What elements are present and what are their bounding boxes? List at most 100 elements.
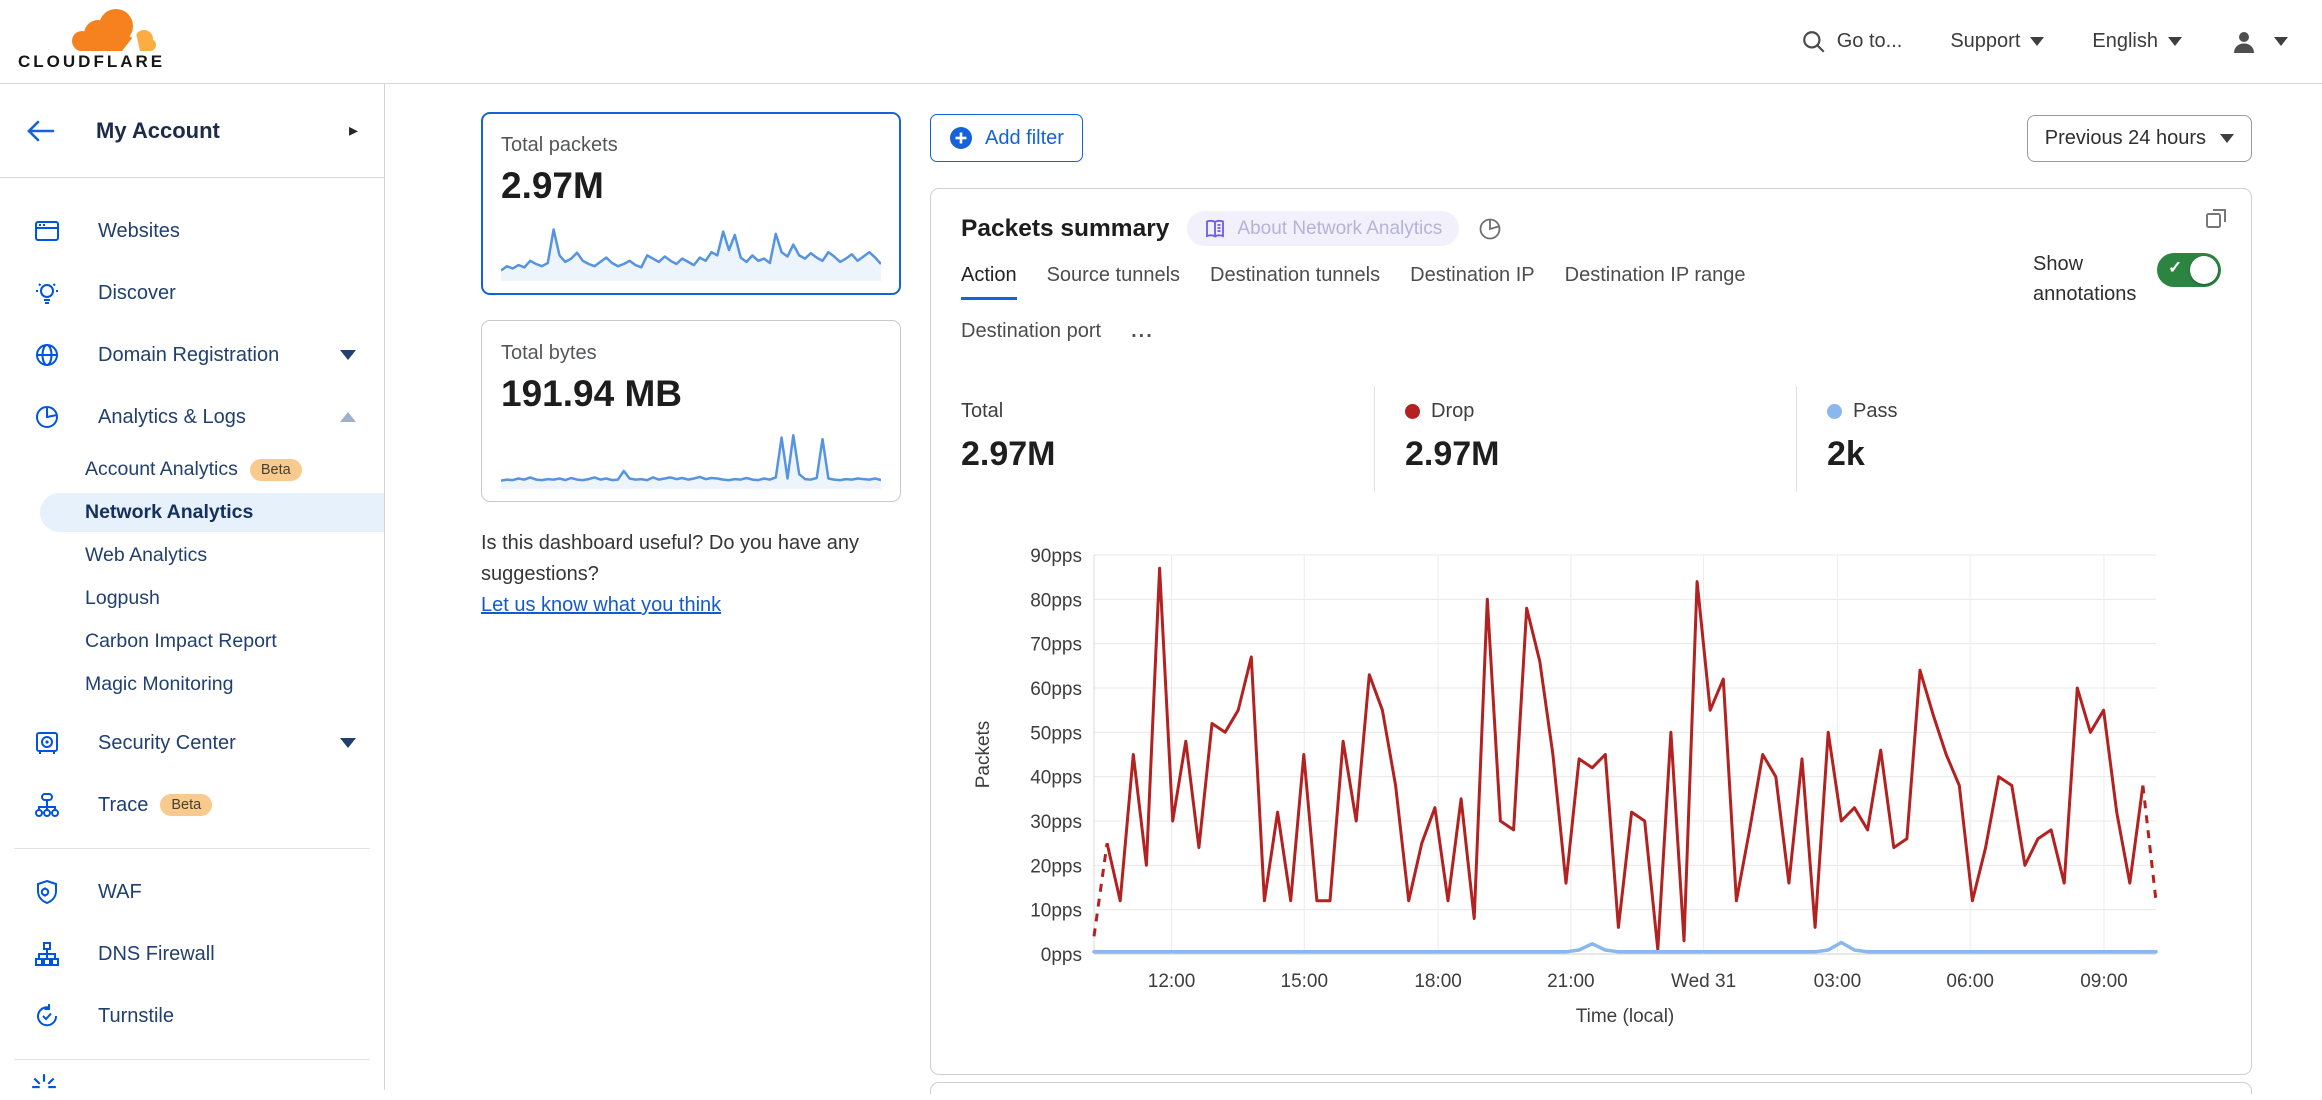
sidebar-divider: [14, 848, 370, 849]
subnav-web-analytics[interactable]: Web Analytics: [0, 534, 384, 577]
subnav-carbon-impact-report[interactable]: Carbon Impact Report: [0, 620, 384, 663]
total-packets-value: 2.97M: [501, 165, 604, 206]
tab-action[interactable]: Action: [961, 264, 1017, 300]
about-network-analytics-badge[interactable]: About Network Analytics: [1187, 211, 1460, 246]
sidebar-divider: [14, 1059, 370, 1060]
tabs-overflow-button[interactable]: ...: [1131, 320, 1154, 342]
subnav-label: Network Analytics: [85, 501, 254, 523]
support-menu[interactable]: Support: [1950, 30, 2045, 53]
chevron-down-icon: [340, 350, 356, 360]
svg-text:18:00: 18:00: [1414, 971, 1462, 992]
packets-summary-panel: Packets summary About Network Analytics …: [930, 188, 2252, 1075]
lightbulb-icon: [36, 283, 58, 304]
sidebar-item-analytics-logs[interactable]: Analytics & Logs: [0, 386, 384, 448]
history-pie-icon[interactable]: [1477, 216, 1503, 242]
svg-text:Time (local): Time (local): [1576, 1006, 1675, 1027]
sidebar-item-dns-firewall[interactable]: DNS Firewall: [0, 923, 384, 985]
stat-pass[interactable]: Pass 2k: [1796, 386, 2251, 492]
globe-icon: [36, 344, 58, 366]
stat-total-label: Total: [961, 400, 1004, 422]
selected-pill: [40, 493, 384, 532]
sidebar-item-discover[interactable]: Discover: [0, 262, 384, 324]
subnav-account-analytics[interactable]: Account Analytics Beta: [0, 448, 384, 491]
panel-header: Packets summary About Network Analytics: [931, 189, 2251, 246]
svg-text:70pps: 70pps: [1030, 635, 1082, 656]
about-badge-label: About Network Analytics: [1237, 217, 1443, 239]
clipped-nav-icon: [32, 1074, 56, 1089]
stat-drop[interactable]: Drop 2.97M: [1374, 386, 1796, 492]
check-icon: ✓: [2168, 258, 2183, 277]
next-panel-stub: [930, 1082, 2252, 1094]
sidebar-nav: Websites Discover Domain Registration An…: [0, 178, 384, 1060]
account-header: My Account ▸: [0, 84, 384, 178]
stat-pass-label: Pass: [1853, 400, 1898, 422]
sidebar-item-turnstile[interactable]: Turnstile: [0, 985, 384, 1047]
tab-destination-tunnels[interactable]: Destination tunnels: [1210, 264, 1381, 286]
svg-text:15:00: 15:00: [1281, 971, 1329, 992]
stat-drop-value: 2.97M: [1405, 435, 1500, 473]
cloudflare-cloud-icon: [72, 8, 156, 51]
add-filter-button[interactable]: Add filter: [930, 114, 1083, 162]
sidebar: My Account ▸ Websites Discover Domain Re…: [0, 84, 385, 1090]
subnav-label: Magic Monitoring: [85, 673, 234, 695]
show-annotations-control: Show annotations ✓: [2033, 249, 2221, 309]
total-bytes-card[interactable]: Total bytes 191.94 MB: [481, 320, 901, 502]
total-bytes-sparkline: [500, 425, 882, 489]
analytics-subnav: Account Analytics Beta Network Analytics…: [0, 448, 384, 706]
book-icon: [1206, 219, 1225, 238]
subnav-label: Logpush: [85, 587, 160, 609]
cloudflare-logo[interactable]: CLOUDFLARE: [18, 6, 188, 78]
sidebar-item-domain-registration[interactable]: Domain Registration: [0, 324, 384, 386]
svg-text:0pps: 0pps: [1041, 945, 1082, 966]
time-range-label: Previous 24 hours: [2044, 126, 2206, 149]
language-menu[interactable]: English: [2092, 30, 2182, 53]
safe-icon: [36, 732, 58, 754]
sidebar-item-label: Discover: [98, 281, 176, 304]
stat-pass-value: 2k: [1827, 435, 1865, 473]
sidebar-item-waf[interactable]: WAF: [0, 861, 384, 923]
expand-panel-icon[interactable]: [2203, 205, 2231, 233]
total-packets-card[interactable]: Total packets 2.97M: [481, 112, 901, 295]
chevron-right-icon[interactable]: ▸: [348, 120, 358, 140]
subnav-logpush[interactable]: Logpush: [0, 577, 384, 620]
tab-destination-ip[interactable]: Destination IP: [1410, 264, 1535, 286]
browser-icon: [35, 221, 59, 241]
subnav-magic-monitoring[interactable]: Magic Monitoring: [0, 663, 384, 706]
beta-badge: Beta: [249, 458, 302, 481]
sidebar-item-trace[interactable]: Trace Beta: [0, 774, 384, 836]
svg-text:10pps: 10pps: [1030, 901, 1082, 922]
support-label: Support: [1950, 30, 2021, 52]
sidebar-item-label: Domain Registration: [98, 343, 280, 366]
subnav-label: Account Analytics: [85, 458, 238, 480]
feedback-link[interactable]: Let us know what you think: [481, 594, 722, 616]
account-menu[interactable]: [2230, 28, 2288, 56]
chevron-down-icon: [340, 738, 356, 748]
svg-text:03:00: 03:00: [1814, 971, 1862, 992]
shield-gear-icon: [37, 879, 57, 905]
total-packets-label: Total packets: [501, 134, 618, 156]
search-icon: [1802, 30, 1825, 53]
back-arrow-icon[interactable]: [26, 119, 56, 143]
svg-text:06:00: 06:00: [1946, 971, 1994, 992]
dns-tree-icon: [35, 942, 59, 966]
chevron-down-icon: [2030, 37, 2045, 46]
go-to-search[interactable]: Go to...: [1801, 29, 1903, 55]
sidebar-item-security-center[interactable]: Security Center: [0, 712, 384, 774]
tab-destination-port[interactable]: Destination port: [961, 320, 1102, 342]
stat-drop-label: Drop: [1431, 400, 1475, 422]
subnav-network-analytics[interactable]: Network Analytics: [0, 491, 384, 534]
sidebar-item-websites[interactable]: Websites: [0, 200, 384, 262]
account-name[interactable]: My Account: [96, 117, 220, 143]
annotations-toggle[interactable]: ✓: [2157, 253, 2221, 287]
tab-destination-ip-range[interactable]: Destination IP range: [1564, 264, 1746, 286]
packets-time-series-chart[interactable]: 0pps 10pps 20pps 30pps 40pps 50pps 60pps 70pps 8…: [931, 534, 2253, 1049]
feedback-block: Is this dashboard useful? Do you have an…: [481, 528, 941, 621]
time-range-dropdown[interactable]: Previous 24 hours: [2026, 114, 2252, 162]
svg-text:Packets: Packets: [973, 721, 994, 789]
svg-text:12:00: 12:00: [1148, 971, 1196, 992]
svg-text:30pps: 30pps: [1030, 812, 1082, 833]
total-bytes-label: Total bytes: [501, 342, 597, 364]
chevron-up-icon: [340, 412, 356, 422]
go-to-label: Go to...: [1836, 30, 1903, 52]
tab-source-tunnels[interactable]: Source tunnels: [1046, 264, 1181, 286]
